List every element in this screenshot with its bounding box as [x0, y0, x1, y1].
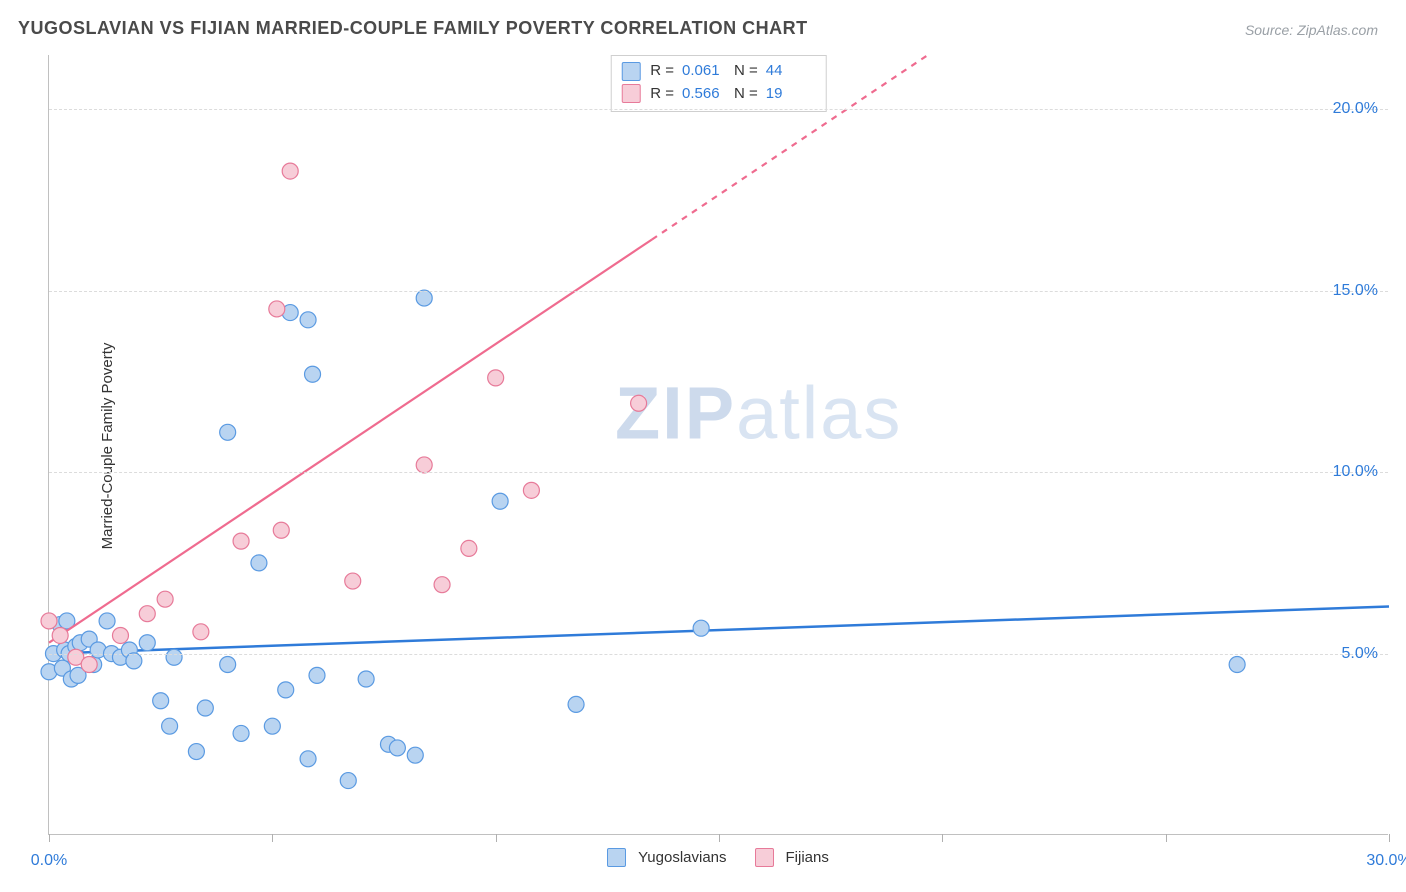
x-tick	[496, 834, 497, 842]
scatter-point	[153, 693, 169, 709]
source-label: Source: ZipAtlas.com	[1245, 22, 1378, 38]
gridline-h	[49, 109, 1388, 110]
gridline-h	[49, 291, 1388, 292]
y-tick-label: 15.0%	[1333, 282, 1378, 300]
scatter-point	[197, 700, 213, 716]
scatter-point	[233, 725, 249, 741]
scatter-point	[300, 751, 316, 767]
scatter-point	[389, 740, 405, 756]
scatter-point	[416, 290, 432, 306]
scatter-point	[112, 627, 128, 643]
legend-item-2: Fijians	[755, 848, 829, 867]
stats-row-1: R = 0.061 N = 44	[621, 60, 812, 83]
scatter-point	[188, 744, 204, 760]
x-tick	[49, 834, 50, 842]
swatch-series-1	[607, 848, 626, 867]
r-value-2: 0.566	[682, 83, 728, 106]
scatter-point	[282, 163, 298, 179]
scatter-point	[162, 718, 178, 734]
scatter-point	[166, 649, 182, 665]
n-label: N =	[734, 60, 758, 83]
y-tick-label: 5.0%	[1342, 645, 1378, 663]
scatter-point	[300, 312, 316, 328]
scatter-point	[233, 533, 249, 549]
scatter-point	[52, 627, 68, 643]
x-tick	[719, 834, 720, 842]
scatter-point	[568, 696, 584, 712]
scatter-point	[139, 606, 155, 622]
gridline-h	[49, 472, 1388, 473]
scatter-point	[81, 656, 97, 672]
scatter-point	[631, 395, 647, 411]
y-tick-label: 20.0%	[1333, 100, 1378, 118]
plot-svg	[49, 55, 1388, 834]
scatter-point	[407, 747, 423, 763]
scatter-point	[434, 577, 450, 593]
scatter-point	[99, 613, 115, 629]
scatter-point	[278, 682, 294, 698]
x-tick	[272, 834, 273, 842]
x-tick	[942, 834, 943, 842]
legend-label-1: Yugoslavians	[638, 849, 726, 866]
scatter-point	[220, 656, 236, 672]
n-value-1: 44	[766, 60, 812, 83]
scatter-point	[126, 653, 142, 669]
scatter-point	[461, 540, 477, 556]
n-value-2: 19	[766, 83, 812, 106]
scatter-point	[305, 366, 321, 382]
gridline-h	[49, 654, 1388, 655]
scatter-point	[488, 370, 504, 386]
scatter-point	[220, 424, 236, 440]
swatch-series-1	[621, 62, 640, 81]
scatter-point	[273, 522, 289, 538]
scatter-point	[1229, 656, 1245, 672]
scatter-point	[358, 671, 374, 687]
legend-item-1: Yugoslavians	[607, 848, 726, 867]
n-label: N =	[734, 83, 758, 106]
legend-label-2: Fijians	[786, 849, 829, 866]
scatter-point	[309, 667, 325, 683]
r-label: R =	[650, 83, 674, 106]
r-value-1: 0.061	[682, 60, 728, 83]
swatch-series-2	[621, 84, 640, 103]
scatter-point	[416, 457, 432, 473]
legend: Yugoslavians Fijians	[48, 848, 1388, 867]
scatter-point	[340, 773, 356, 789]
scatter-point	[41, 613, 57, 629]
scatter-point	[693, 620, 709, 636]
scatter-plot: ZIPatlas R = 0.061 N = 44 R = 0.566 N = …	[48, 55, 1388, 835]
swatch-series-2	[755, 848, 774, 867]
scatter-point	[269, 301, 285, 317]
scatter-point	[264, 718, 280, 734]
x-tick	[1166, 834, 1167, 842]
scatter-point	[251, 555, 267, 571]
y-tick-label: 10.0%	[1333, 463, 1378, 481]
scatter-point	[523, 482, 539, 498]
stats-box: R = 0.061 N = 44 R = 0.566 N = 19	[610, 55, 827, 112]
scatter-point	[492, 493, 508, 509]
chart-title: YUGOSLAVIAN VS FIJIAN MARRIED-COUPLE FAM…	[18, 18, 808, 39]
scatter-point	[345, 573, 361, 589]
scatter-point	[139, 635, 155, 651]
scatter-point	[193, 624, 209, 640]
stats-row-2: R = 0.566 N = 19	[621, 83, 812, 106]
x-tick	[1389, 834, 1390, 842]
scatter-point	[157, 591, 173, 607]
r-label: R =	[650, 60, 674, 83]
